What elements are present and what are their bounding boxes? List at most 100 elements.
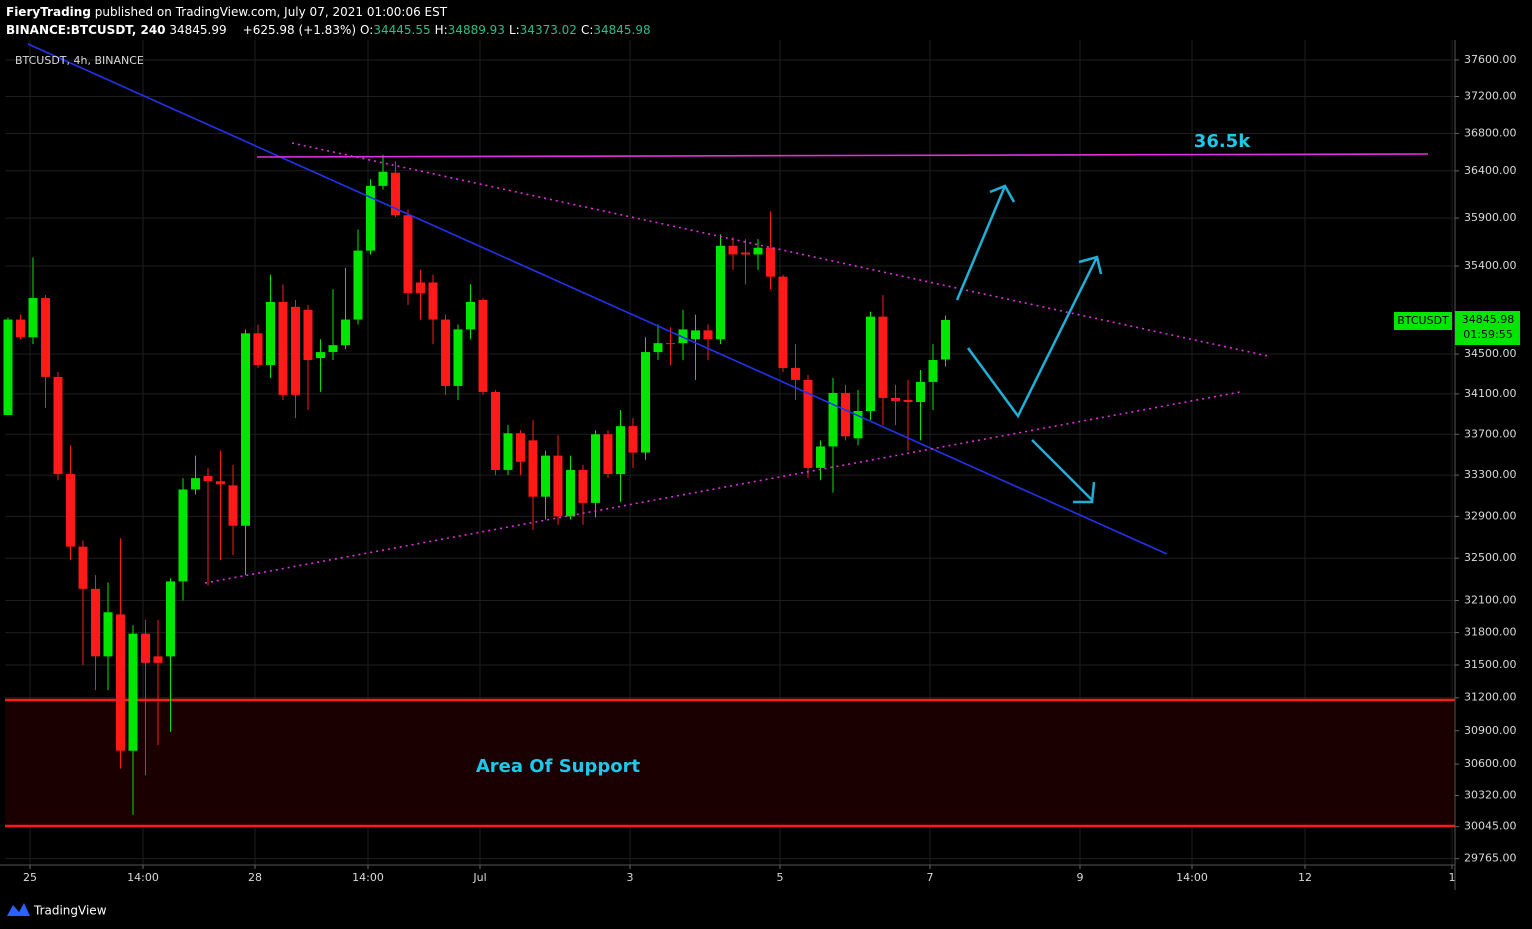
- arrow: [955, 185, 1007, 301]
- candle-body: [678, 329, 688, 344]
- candle-body: [866, 316, 875, 412]
- candle-body: [303, 309, 313, 361]
- ohlc-value: 34373.02: [520, 23, 577, 37]
- candle-body: [478, 299, 488, 392]
- y-tick-label: 35900.00: [1464, 211, 1517, 224]
- x-tick-label: 3: [627, 871, 634, 884]
- y-tick-label: 36400.00: [1464, 164, 1517, 177]
- countdown: 01:59:55: [1463, 328, 1512, 341]
- candle-body: [3, 319, 13, 416]
- candle-body: [878, 316, 888, 398]
- candle-body: [691, 330, 700, 340]
- candle-body: [803, 379, 813, 468]
- candle-body: [278, 301, 288, 395]
- candle-body: [778, 276, 788, 368]
- candle-body: [66, 474, 75, 547]
- arrow: [1031, 439, 1093, 501]
- candle-body: [903, 399, 913, 402]
- candle-body: [641, 352, 650, 453]
- candle-body: [653, 343, 663, 353]
- candle-body: [116, 614, 125, 751]
- arrow-head: [1073, 481, 1096, 504]
- candle-body: [141, 633, 150, 663]
- ohlc-key: C:: [581, 23, 593, 37]
- y-tick-label: 35400.00: [1464, 259, 1517, 272]
- candle-body: [828, 392, 838, 447]
- candle-body: [703, 330, 713, 340]
- candle-body: [241, 333, 250, 526]
- trend-line: [27, 43, 1168, 555]
- candle-body: [428, 282, 438, 320]
- author: FieryTrading: [6, 5, 91, 19]
- candle-body: [453, 329, 463, 386]
- y-tick-label: 30900.00: [1464, 724, 1517, 737]
- arrow-head: [1078, 255, 1103, 275]
- symbol-tag: [1394, 312, 1452, 330]
- candle-body: [566, 469, 575, 517]
- candle-body: [228, 485, 238, 526]
- candle-body: [216, 481, 225, 485]
- x-tick-label: 9: [1077, 871, 1084, 884]
- candle-body: [78, 546, 88, 589]
- candle-body: [53, 376, 63, 475]
- x-tick-label: 25: [23, 871, 37, 884]
- candle-body: [91, 588, 100, 657]
- candle-body: [353, 250, 363, 320]
- symbol-line: BINANCE:BTCUSDT, 240 34845.99 +625.98 (+1…: [6, 23, 651, 37]
- ohlc-value: 34445.55: [373, 23, 430, 37]
- y-tick-label: 30600.00: [1464, 757, 1517, 770]
- x-tick-label: 14:00: [1176, 871, 1208, 884]
- candle-body: [266, 301, 275, 365]
- candle-body: [541, 455, 550, 497]
- ohlc-value: 34845.98: [593, 23, 650, 37]
- ohlc-key: L:: [509, 23, 520, 37]
- upper-wedge: [291, 142, 1269, 357]
- published: published on TradingView.com, July 07, 2…: [95, 5, 448, 19]
- arrows: [955, 184, 1103, 504]
- candle-body: [941, 319, 950, 360]
- legend: BTCUSDT, 4h, BINANCE: [15, 54, 144, 67]
- candle-body: [253, 333, 263, 365]
- candles: [3, 154, 950, 815]
- candle-body: [28, 298, 38, 338]
- candle-body: [916, 381, 925, 402]
- candle-body: [853, 411, 863, 439]
- candle-body: [403, 215, 413, 294]
- change: +625.98 (+1.83%): [243, 23, 356, 37]
- candle-body: [466, 301, 475, 330]
- candle-body: [203, 476, 213, 482]
- candle-body: [716, 245, 725, 340]
- candle-body: [553, 455, 563, 517]
- level-label: 36.5k: [1194, 131, 1251, 152]
- support-zone: [5, 700, 1455, 826]
- x-tick-label: 14:00: [352, 871, 384, 884]
- candle-body: [341, 319, 350, 346]
- candle-body: [441, 319, 450, 386]
- symbol: BINANCE:BTCUSDT, 240: [6, 23, 166, 37]
- candle-body: [178, 489, 188, 582]
- candle-body: [153, 656, 163, 663]
- y-tick-label: 34500.00: [1464, 347, 1517, 360]
- arrow: [966, 256, 1099, 419]
- candle-body: [753, 247, 763, 255]
- y-tick-label: 32900.00: [1464, 509, 1517, 522]
- candle-body: [378, 171, 388, 186]
- logo-mark: [7, 903, 30, 916]
- candle-body: [728, 245, 738, 255]
- candle-body: [366, 185, 375, 251]
- candle-body: [816, 446, 825, 468]
- y-tick-label: 36800.00: [1464, 126, 1517, 139]
- x-tick-label: 5: [777, 871, 784, 884]
- y-tick-label: 33300.00: [1464, 468, 1517, 481]
- y-tick-label: 30045.00: [1464, 820, 1517, 833]
- x-tick-label: 1: [1449, 871, 1456, 884]
- candle-body: [891, 397, 900, 401]
- x-tick-label: 14:00: [127, 871, 159, 884]
- candle-body: [841, 392, 850, 437]
- y-tick-label: 31500.00: [1464, 658, 1517, 671]
- y-tick-label: 32500.00: [1464, 551, 1517, 564]
- ohlc-key: H:: [435, 23, 448, 37]
- y-tick-label: 29765.00: [1464, 852, 1517, 865]
- symbol-tag-label: BTCUSDT: [1397, 314, 1449, 327]
